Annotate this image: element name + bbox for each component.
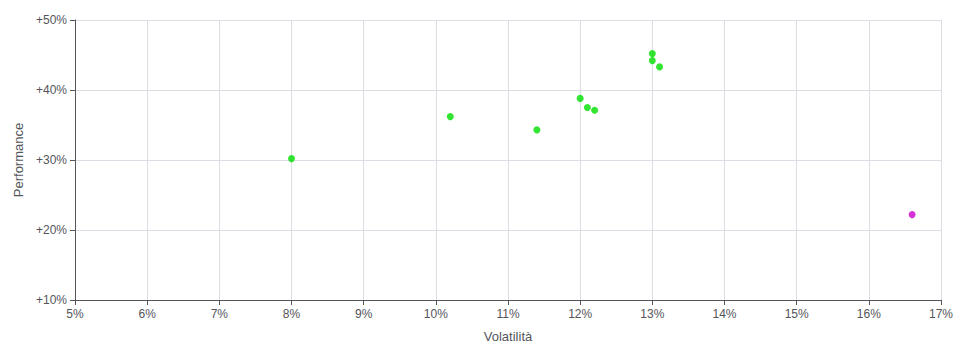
- svg-text:12%: 12%: [568, 307, 592, 321]
- svg-text:+30%: +30%: [36, 153, 67, 167]
- svg-text:8%: 8%: [283, 307, 301, 321]
- svg-text:13%: 13%: [640, 307, 664, 321]
- svg-text:9%: 9%: [355, 307, 373, 321]
- svg-text:Performance: Performance: [11, 123, 26, 197]
- svg-text:10%: 10%: [424, 307, 448, 321]
- svg-text:+40%: +40%: [36, 83, 67, 97]
- svg-text:+50%: +50%: [36, 13, 67, 27]
- svg-text:15%: 15%: [785, 307, 809, 321]
- svg-text:+20%: +20%: [36, 223, 67, 237]
- svg-text:6%: 6%: [138, 307, 156, 321]
- svg-text:16%: 16%: [857, 307, 881, 321]
- svg-text:5%: 5%: [66, 307, 84, 321]
- svg-text:14%: 14%: [712, 307, 736, 321]
- svg-text:17%: 17%: [929, 307, 953, 321]
- svg-text:11%: 11%: [496, 307, 519, 321]
- svg-text:Volatilità: Volatilità: [484, 329, 533, 344]
- svg-text:7%: 7%: [211, 307, 229, 321]
- svg-text:+10%: +10%: [36, 293, 67, 307]
